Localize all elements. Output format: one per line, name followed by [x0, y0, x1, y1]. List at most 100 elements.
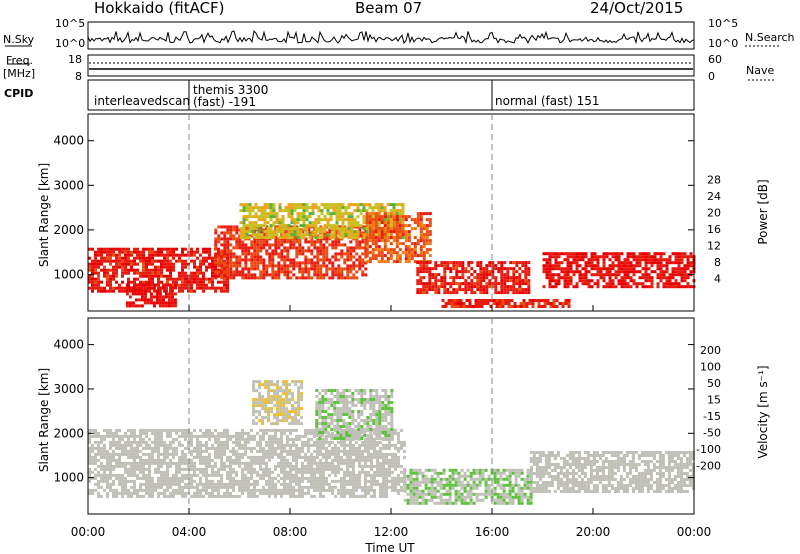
velocity-cell — [178, 491, 181, 495]
velocity-cell — [229, 449, 232, 453]
power-cell — [136, 277, 139, 281]
velocity-cell — [247, 464, 250, 468]
power-cell — [419, 245, 423, 249]
power-cell — [275, 212, 279, 216]
power-cell — [506, 279, 510, 283]
power-cell — [380, 227, 384, 231]
velocity-cell — [339, 416, 343, 419]
velocity-cell — [160, 440, 163, 444]
power-cell — [250, 258, 254, 262]
velocity-cell — [274, 428, 277, 432]
power-cell — [277, 246, 281, 250]
power-cell — [157, 271, 160, 275]
velocity-cell — [178, 479, 181, 483]
power-cell — [193, 250, 196, 254]
power-cell — [584, 255, 588, 259]
power-cell — [659, 276, 663, 280]
power-cell — [290, 212, 294, 216]
velocity-cell — [145, 476, 148, 480]
power-cell — [374, 254, 378, 258]
power-cell — [395, 245, 399, 249]
power-cell — [262, 270, 266, 274]
velocity-cell — [378, 422, 382, 425]
power-cell — [659, 273, 663, 277]
velocity-cell — [271, 455, 274, 459]
power-cell — [259, 258, 263, 262]
power-cell — [295, 264, 299, 268]
velocity-cell — [336, 413, 340, 416]
power-cell — [260, 233, 264, 237]
power-cell — [554, 282, 558, 286]
power-cell — [608, 273, 612, 277]
power-cell — [422, 257, 426, 261]
power-cell — [450, 299, 454, 302]
velocity-cell — [319, 443, 322, 447]
velocity-cell — [343, 479, 346, 483]
velocity-cell — [352, 467, 355, 471]
power-cell — [238, 261, 242, 265]
power-cell — [461, 264, 465, 268]
power-cell — [290, 206, 294, 210]
velocity-cell — [286, 443, 289, 447]
velocity-cell — [322, 485, 325, 489]
power-cell — [395, 227, 399, 231]
power-cell — [199, 253, 202, 257]
velocity-cell — [130, 473, 133, 477]
velocity-cell — [283, 461, 286, 465]
power-cell — [94, 268, 97, 272]
power-cell — [202, 289, 205, 293]
velocity-cell — [364, 464, 367, 468]
velocity-cell — [133, 428, 136, 432]
power-cell — [353, 218, 357, 222]
velocity-cell — [160, 485, 163, 489]
power-cell — [289, 246, 293, 250]
power-cell — [235, 261, 239, 265]
power-cell — [134, 292, 138, 296]
power-cell — [235, 255, 239, 259]
velocity-cell — [367, 449, 370, 453]
velocity-cell — [262, 476, 265, 480]
velocity-cell — [385, 455, 388, 459]
velocity-cell — [148, 476, 151, 480]
velocity-cell — [238, 482, 241, 486]
power-cell — [494, 264, 498, 268]
power-cell — [241, 243, 245, 247]
power-cell — [166, 259, 169, 263]
velocity-cell — [379, 494, 382, 498]
power-cell — [304, 255, 308, 259]
power-cell — [247, 276, 251, 280]
velocity-cell — [327, 398, 331, 401]
power-cell — [352, 264, 356, 268]
velocity-cell — [235, 479, 238, 483]
power-cell — [325, 249, 329, 253]
power-cell — [226, 280, 229, 284]
velocity-cell — [127, 467, 130, 471]
power-cell — [623, 276, 627, 280]
power-cell — [641, 252, 645, 256]
power-cell — [356, 230, 360, 234]
velocity-cell — [298, 479, 301, 483]
power-cell — [480, 305, 484, 308]
velocity-cell — [259, 446, 262, 450]
velocity-cell — [388, 443, 391, 447]
power-cell — [271, 270, 275, 274]
power-cell — [398, 209, 402, 213]
power-cell — [605, 285, 609, 289]
power-cell — [428, 224, 432, 228]
power-cell — [437, 291, 441, 295]
power-cell — [97, 259, 100, 263]
velocity-cell — [307, 491, 310, 495]
power-cell — [314, 218, 318, 222]
power-cell — [581, 279, 585, 283]
velocity-cell — [226, 488, 229, 492]
power-cell — [350, 224, 354, 228]
velocity-cell — [256, 482, 259, 486]
velocity-cell — [342, 392, 346, 395]
power-cell — [346, 267, 350, 271]
power-cell — [235, 267, 239, 271]
power-cell — [164, 289, 168, 293]
velocity-cell — [259, 461, 262, 465]
power-cell — [310, 276, 314, 280]
power-cell — [389, 251, 393, 255]
power-cell — [428, 212, 432, 216]
